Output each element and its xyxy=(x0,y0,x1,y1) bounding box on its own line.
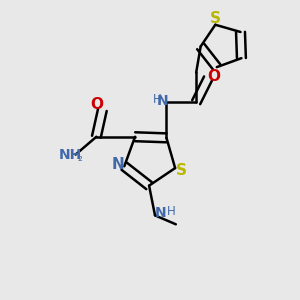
Text: S: S xyxy=(176,163,187,178)
Text: O: O xyxy=(91,97,103,112)
Text: H: H xyxy=(167,205,176,218)
Text: NH: NH xyxy=(58,148,82,162)
Text: H: H xyxy=(153,93,162,106)
Text: O: O xyxy=(207,68,220,83)
Text: ₂: ₂ xyxy=(77,151,82,164)
Text: N: N xyxy=(112,157,125,172)
Text: S: S xyxy=(210,11,221,26)
Text: N: N xyxy=(154,206,166,220)
Text: N: N xyxy=(157,94,168,108)
